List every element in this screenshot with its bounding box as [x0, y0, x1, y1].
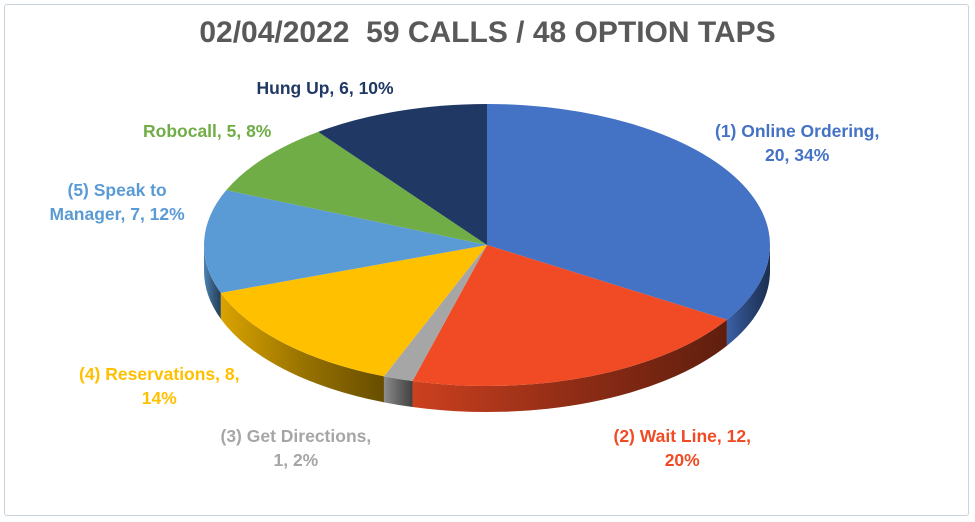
pie-slice-speak_to_manager — [203, 190, 487, 293]
data-label-line: Hung Up, 6, 10% — [256, 78, 394, 98]
pie-side-speak_to_manager — [204, 245, 221, 319]
data-label-line: (5) Speak to — [67, 180, 167, 200]
pie-slice-reservations — [220, 245, 487, 377]
data-label-wait-line: (2) Wait Line, 12, 20% — [614, 424, 751, 472]
data-label-line: 1, 2% — [273, 450, 319, 470]
data-label-line: (4) Reservations, 8, — [79, 364, 240, 384]
data-label-line: (2) Wait Line, 12, — [613, 426, 751, 446]
data-label-get-directions: (3) Get Directions, 1, 2% — [221, 424, 372, 472]
data-label-line: Manager, 7, 12% — [49, 204, 185, 224]
data-label-line: 20% — [664, 450, 700, 470]
pie-slice-hung_up — [318, 104, 487, 245]
pie-side-online_ordering — [726, 245, 770, 346]
chart-title: 02/04/2022 59 CALLS / 48 OPTION TAPS — [199, 16, 776, 49]
data-label-robocall: Robocall, 5, 8% — [143, 119, 271, 143]
data-label-line: (1) Online Ordering, — [715, 121, 880, 141]
data-label-hung-up: Hung Up, 6, 10% — [257, 76, 394, 100]
pie-side-get_directions — [383, 376, 413, 408]
data-label-speak-to-manager: (5) Speak to Manager, 7, 12% — [50, 178, 185, 226]
pie-slice-wait_line — [412, 245, 727, 386]
pie-slice-online_ordering — [487, 104, 770, 320]
pie-side-reservations — [220, 292, 384, 403]
pie-slice-robocall — [226, 131, 487, 245]
data-label-reservations: (4) Reservations, 8, 14% — [79, 362, 239, 410]
data-label-line: (3) Get Directions, — [220, 426, 372, 446]
data-label-line: 20, 34% — [765, 145, 830, 165]
data-label-line: 14% — [141, 388, 177, 408]
pie-slice-get_directions — [383, 245, 487, 382]
data-label-line: Robocall, 5, 8% — [143, 121, 272, 141]
data-label-online-ordering: (1) Online Ordering, 20, 34% — [715, 119, 879, 167]
pie-side-wait_line — [412, 319, 727, 412]
